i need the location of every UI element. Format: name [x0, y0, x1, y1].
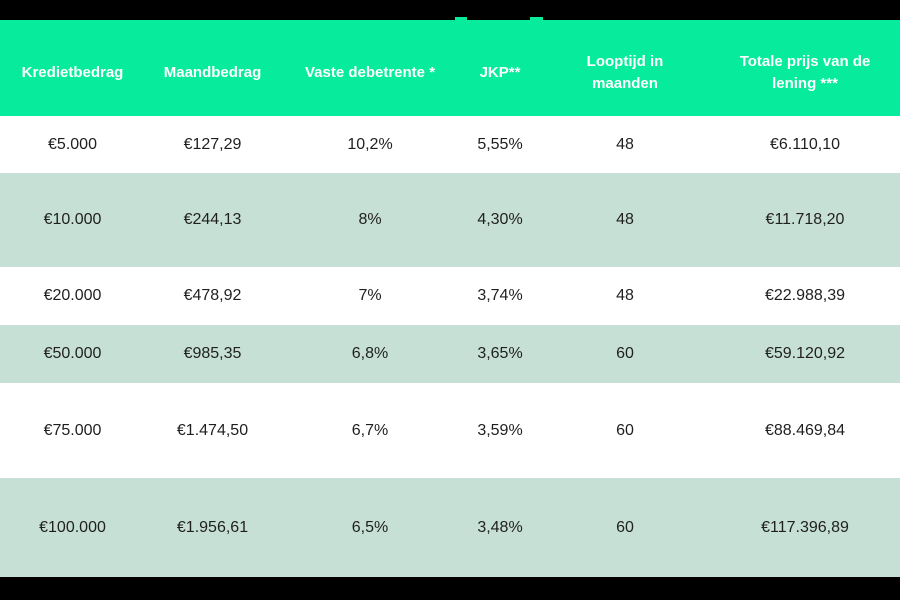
table-cell-jkp: 5,55% [477, 135, 523, 153]
table-cell-vaste-debetrente: 10,2% [347, 135, 393, 153]
loan-comparison-table: Kredietbedrag Maandbedrag Vaste debetren… [0, 20, 900, 577]
table-cell-maandbedrag: €1.956,61 [176, 518, 249, 536]
column-header-totale-prijs: Totale prijs van de lening *** [739, 52, 871, 93]
table-cell-kredietbedrag: €75.000 [43, 421, 102, 439]
column-header-looptijd: Looptijd in maanden [586, 52, 664, 93]
table-cell-looptijd: 48 [616, 287, 634, 304]
table-cell-totale-prijs: €6.110,10 [770, 135, 840, 153]
table-row: €20.000 €478,92 7% 3,74% 48 €22.988,39 [0, 267, 900, 325]
table-cell-totale-prijs: €88.469,84 [764, 421, 846, 439]
table-cell-vaste-debetrente: 6,7% [351, 421, 389, 439]
bottom-bar [0, 577, 900, 600]
table-cell-looptijd: 48 [616, 211, 634, 228]
table-cell-totale-prijs: €117.396,89 [761, 518, 849, 536]
table-cell-vaste-debetrente: 8% [358, 211, 382, 228]
table-cell-kredietbedrag: €20.000 [43, 287, 102, 304]
logo-fragment-icon [530, 17, 543, 20]
table-cell-vaste-debetrente: 7% [358, 287, 382, 304]
table-cell-looptijd: 60 [616, 518, 634, 536]
table-cell-kredietbedrag: €100.000 [39, 518, 106, 536]
table-cell-looptijd: 48 [616, 135, 634, 153]
column-header-vaste-debetrente: Vaste debetrente * [304, 63, 436, 81]
table-cell-jkp: 4,30% [477, 211, 523, 228]
table-cell-maandbedrag: €478,92 [183, 287, 242, 304]
logo-fragment-icon [455, 17, 467, 20]
table-cell-jkp: 3,59% [477, 421, 523, 439]
table-cell-looptijd: 60 [616, 421, 634, 439]
table-cell-maandbedrag: €244,13 [183, 211, 242, 228]
table-cell-jkp: 3,65% [477, 345, 523, 362]
column-header-jkp: JKP** [479, 63, 521, 81]
column-header-maandbedrag: Maandbedrag [163, 63, 262, 81]
table-cell-totale-prijs: €11.718,20 [765, 211, 845, 228]
table-cell-maandbedrag: €127,29 [183, 135, 242, 153]
table-cell-maandbedrag: €985,35 [183, 345, 242, 362]
table-row: €10.000 €244,13 8% 4,30% 48 €11.718,20 [0, 173, 900, 267]
table-row: €50.000 €985,35 6,8% 3,65% 60 €59.120,92 [0, 325, 900, 383]
table-cell-totale-prijs: €59.120,92 [764, 345, 846, 362]
table-cell-kredietbedrag: €50.000 [43, 345, 102, 362]
table-cell-looptijd: 60 [616, 345, 634, 362]
table-cell-maandbedrag: €1.474,50 [176, 421, 249, 439]
table-header-row: Kredietbedrag Maandbedrag Vaste debetren… [0, 20, 900, 116]
table-cell-jkp: 3,74% [477, 287, 523, 304]
table-cell-jkp: 3,48% [477, 518, 523, 536]
table-row: €100.000 €1.956,61 6,5% 3,48% 60 €117.39… [0, 478, 900, 577]
table-cell-totale-prijs: €22.988,39 [764, 287, 846, 304]
table-cell-kredietbedrag: €10.000 [43, 211, 102, 228]
table-cell-vaste-debetrente: 6,5% [351, 518, 389, 536]
top-bar [0, 0, 900, 20]
table-cell-vaste-debetrente: 6,8% [351, 345, 389, 362]
table-row: €75.000 €1.474,50 6,7% 3,59% 60 €88.469,… [0, 383, 900, 478]
table-row: €5.000 €127,29 10,2% 5,55% 48 €6.110,10 [0, 116, 900, 173]
column-header-kredietbedrag: Kredietbedrag [21, 63, 124, 81]
table-cell-kredietbedrag: €5.000 [48, 135, 97, 153]
